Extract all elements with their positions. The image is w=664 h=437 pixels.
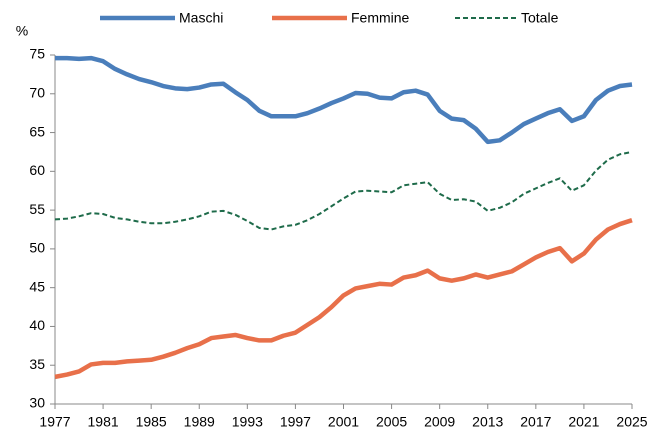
y-tick-label: 65 [29, 123, 45, 139]
series-line [54, 150, 633, 231]
legend-label: Totale [521, 10, 559, 26]
x-tick-label: 1993 [232, 414, 263, 430]
y-tick-label: 60 [29, 162, 45, 178]
y-tick-label: 40 [29, 317, 45, 333]
y-tick-label: 50 [29, 240, 45, 256]
x-tick-label: 2021 [568, 414, 599, 430]
series-line [54, 218, 633, 380]
legend-label: Maschi [179, 10, 223, 26]
y-tick-label: 45 [29, 278, 45, 294]
x-tick-label: 2017 [520, 414, 551, 430]
x-tick-label: 1985 [136, 414, 167, 430]
x-tick-label: 2005 [376, 414, 407, 430]
y-axis-label: % [16, 23, 28, 39]
y-tick-label: 35 [29, 356, 45, 372]
series-line [55, 55, 633, 145]
x-tick-label: 1997 [280, 414, 311, 430]
y-tick-label: 55 [29, 201, 45, 217]
x-tick-label: 1981 [88, 414, 119, 430]
legend-label: Femmine [351, 10, 410, 26]
y-tick-label: 30 [29, 395, 45, 411]
x-tick-label: 1989 [184, 414, 215, 430]
x-tick-label: 1977 [39, 414, 70, 430]
y-tick-label: 75 [29, 46, 45, 62]
x-tick-label: 2013 [472, 414, 503, 430]
y-tick-label: 70 [29, 84, 45, 100]
x-tick-label: 2009 [424, 414, 455, 430]
x-tick-label: 2001 [328, 414, 359, 430]
x-tick-label: 2025 [616, 414, 647, 430]
